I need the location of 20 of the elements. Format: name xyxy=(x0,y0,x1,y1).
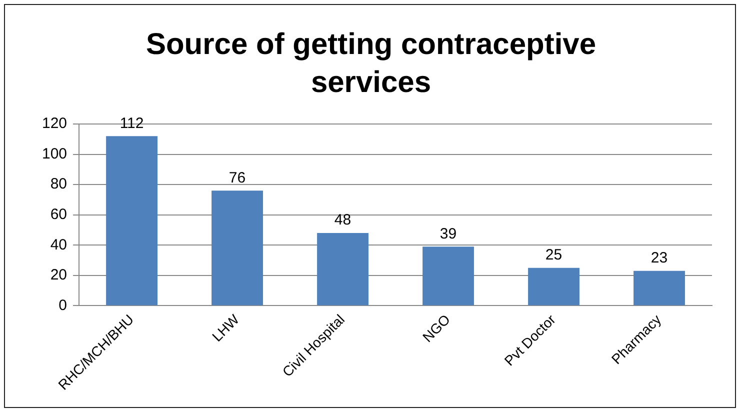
y-tick-label: 0 xyxy=(58,296,68,314)
bar xyxy=(422,246,474,306)
y-tick-label: 20 xyxy=(50,266,68,284)
y-tick-label: 40 xyxy=(50,236,68,254)
chart-title: Source of getting contraceptive services xyxy=(144,27,598,101)
data-label: 48 xyxy=(334,212,352,229)
data-label: 39 xyxy=(440,225,457,242)
data-label: 23 xyxy=(650,250,668,267)
bar xyxy=(317,233,368,306)
data-label: 76 xyxy=(228,169,246,186)
bar xyxy=(634,270,685,306)
y-tick-label: 100 xyxy=(42,145,68,162)
y-tick-label: 80 xyxy=(50,176,68,193)
data-label: 112 xyxy=(120,114,144,132)
y-tick-label: 120 xyxy=(42,115,68,132)
data-label: 25 xyxy=(545,246,562,264)
bar xyxy=(106,136,158,306)
y-tick-label: 60 xyxy=(50,206,68,224)
bar xyxy=(528,268,580,306)
bar xyxy=(212,190,263,306)
